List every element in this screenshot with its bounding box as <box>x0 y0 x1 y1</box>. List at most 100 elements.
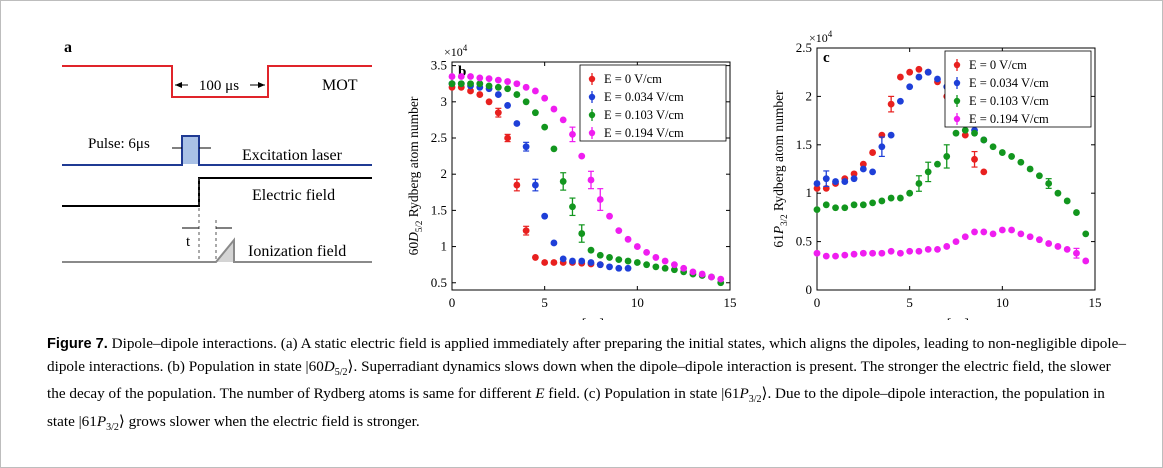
c-point-2 <box>841 204 849 212</box>
b-point-2 <box>513 91 521 98</box>
b-point-1 <box>615 264 623 272</box>
c-point-1 <box>887 131 895 139</box>
b-point-1 <box>550 239 558 247</box>
c-point-2 <box>980 136 988 144</box>
c-point-1 <box>897 97 904 105</box>
c-legend-label: E = 0.034 V/cm <box>969 76 1049 90</box>
b-point-3 <box>550 105 558 113</box>
b-legend-marker <box>588 75 596 83</box>
b-point-2 <box>541 123 549 131</box>
c-point-3 <box>1045 240 1053 247</box>
b-point-0 <box>513 181 521 189</box>
c-xtick-label: 5 <box>906 295 913 310</box>
b-point-1 <box>587 259 595 266</box>
b-point-3 <box>476 74 484 82</box>
c-point-0 <box>971 155 978 163</box>
b-point-3 <box>587 176 595 184</box>
b-point-2 <box>569 203 576 211</box>
chart-c: 0 5 10 15 0 0.5 1 1.5 2 2.5×104 c t[μs] 61P3/2 Rydbe… <box>771 30 1102 320</box>
b-point-1 <box>522 143 530 151</box>
b-point-0 <box>504 134 511 142</box>
c-point-3 <box>859 249 867 257</box>
c-point-2 <box>859 201 867 209</box>
b-point-3 <box>569 130 576 138</box>
c-legend-box <box>944 50 1092 128</box>
b-point-3 <box>633 243 641 250</box>
b-point-2 <box>643 261 650 269</box>
panel-a-letter: a <box>64 39 72 56</box>
b-point-3 <box>559 116 567 124</box>
b-point-2 <box>494 83 502 91</box>
b-ytick-label: 1 <box>441 239 448 254</box>
c-point-1 <box>934 75 941 83</box>
c-point-0 <box>980 168 988 176</box>
c-legend-marker <box>953 115 961 123</box>
caption-part1: Dipole–dipole interactions. (a) A static… <box>47 335 1126 375</box>
b-point-3 <box>448 73 456 80</box>
c-point-2 <box>961 126 969 134</box>
c-point-1 <box>924 68 932 76</box>
c-point-3 <box>887 247 895 255</box>
c-point-2 <box>1054 189 1062 197</box>
b-point-2 <box>661 264 669 272</box>
b-ytick-label: 2 <box>441 166 448 181</box>
c-exponent-base: ×10 <box>809 31 828 45</box>
b-point-3 <box>522 83 530 91</box>
c-legend-marker <box>953 61 961 69</box>
c-xtick-label: 10 <box>996 295 1009 310</box>
b-point-2 <box>652 263 660 271</box>
b-point-3 <box>680 264 688 272</box>
b-point-1 <box>532 181 539 189</box>
c-point-3 <box>1082 257 1090 265</box>
c-point-3 <box>1036 236 1043 244</box>
c-point-3 <box>971 228 978 236</box>
b-point-1 <box>596 261 604 269</box>
c-legend-label: E = 0.103 V/cm <box>969 94 1049 108</box>
caption-part2: ⟩. Superradiant dynamics slows down when… <box>47 357 1111 403</box>
ionization-trace <box>62 237 372 263</box>
c-point-3 <box>1063 245 1071 253</box>
delay-label: t <box>186 234 191 250</box>
caption-evar: E <box>535 385 545 403</box>
b-legend-label: E = 0.103 V/cm <box>604 108 684 122</box>
c-point-3 <box>961 233 969 241</box>
b-exponent: ×104 <box>444 43 468 59</box>
b-ytick-label: 2.5 <box>431 130 447 145</box>
b-exponent-power: 4 <box>463 43 468 53</box>
b-point-1 <box>578 257 586 265</box>
b-point-2 <box>578 230 586 237</box>
b-point-1 <box>494 91 502 98</box>
pulse-label: Pulse: 6μs <box>88 136 150 152</box>
c-point-1 <box>841 178 849 185</box>
c-point-2 <box>924 168 932 176</box>
c-point-3 <box>924 245 932 253</box>
caption-sym2: P <box>739 385 749 403</box>
c-point-3 <box>841 251 849 259</box>
mot-label: MOT <box>322 77 358 94</box>
b-xtick-label: 15 <box>724 295 737 310</box>
c-point-2 <box>869 199 876 207</box>
b-point-3 <box>578 152 586 160</box>
b-xlabel: t[μs] <box>578 317 604 320</box>
caption-sym3: P <box>96 412 107 430</box>
c-point-3 <box>915 247 923 255</box>
b-point-2 <box>596 251 604 259</box>
b-point-2 <box>476 80 484 88</box>
c-point-2 <box>943 153 951 160</box>
caption-label: Figure 7. <box>47 336 108 352</box>
laser-trace <box>62 135 372 166</box>
b-point-0 <box>550 259 558 266</box>
b-ylabel-prefix: 60 <box>406 242 421 256</box>
c-point-3 <box>878 249 886 257</box>
c-exponent: ×104 <box>809 30 833 45</box>
c-point-0 <box>850 170 858 178</box>
c-point-3 <box>1017 230 1025 238</box>
b-point-1 <box>541 212 549 220</box>
b-point-3 <box>457 73 465 80</box>
c-panel-letter: c <box>823 50 830 66</box>
c-point-3 <box>869 249 876 257</box>
c-plot-frame <box>816 47 1096 291</box>
electric-label: Electric field <box>252 187 335 204</box>
c-point-3 <box>822 252 830 260</box>
c-point-2 <box>878 197 886 205</box>
